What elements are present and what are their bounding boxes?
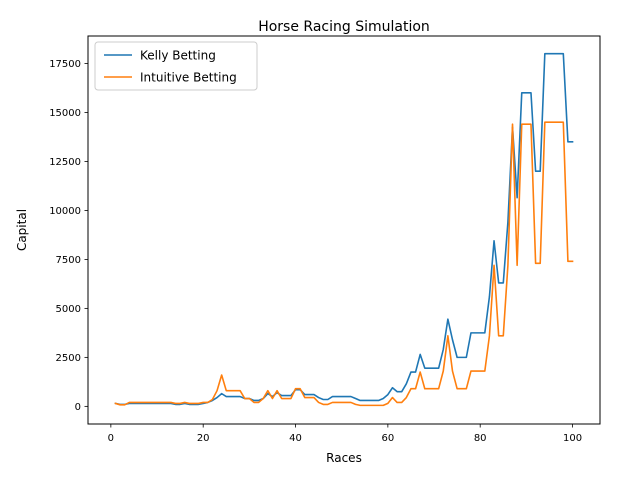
x-tick-label-100: 100	[563, 433, 582, 444]
y-tick-label-7500: 7500	[56, 255, 81, 266]
y-tick-label-0: 0	[75, 402, 81, 413]
plot-frame	[87, 35, 601, 425]
x-tick-label-80: 80	[474, 433, 487, 444]
x-tick-label-60: 60	[381, 433, 394, 444]
legend: Kelly Betting Intuitive Betting	[94, 41, 258, 91]
x-tick-label-0: 0	[108, 433, 114, 444]
y-tick-label-12500: 12500	[49, 157, 81, 168]
y-tick-label-2500: 2500	[56, 353, 81, 364]
x-tick-label-20: 20	[197, 433, 210, 444]
y-tick-label-5000: 5000	[56, 304, 81, 315]
y-axis-ticks: 0 2500 5000 7500 10000 12500 15000 17500	[49, 59, 88, 413]
x-tick-label-40: 40	[289, 433, 302, 444]
y-tick-label-17500: 17500	[49, 59, 81, 70]
y-tick-label-15000: 15000	[49, 108, 81, 119]
series-line-kelly-betting	[114, 52, 574, 406]
x-axis-ticks: 0 20 40 60 80 100	[108, 424, 582, 444]
chart-title: Horse Racing Simulation	[258, 19, 430, 35]
series-line-intuitive-betting	[114, 121, 574, 407]
y-axis-label: Capital	[15, 209, 29, 251]
plot-lines	[114, 52, 574, 407]
y-tick-label-10000: 10000	[49, 206, 81, 217]
legend-label-intuitive-betting: Intuitive Betting	[140, 71, 237, 85]
legend-box	[94, 41, 258, 91]
x-axis-label: Races	[326, 451, 362, 465]
legend-label-kelly-betting: Kelly Betting	[140, 49, 216, 63]
